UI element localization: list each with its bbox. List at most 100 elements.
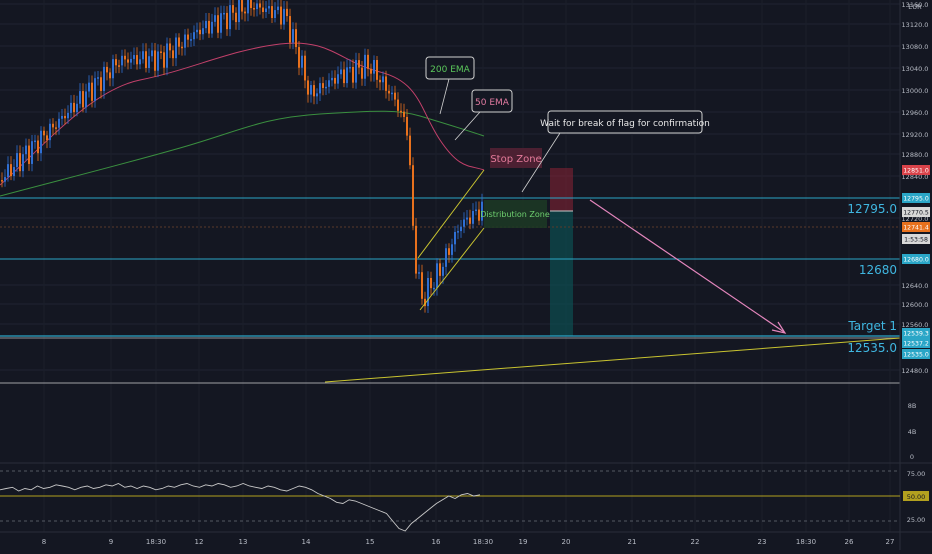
candle-body — [259, 3, 261, 8]
confirmation-callout-text: Wait for break of flag for confirmation — [540, 119, 710, 129]
candle-body — [235, 12, 237, 23]
candle-body — [418, 272, 420, 274]
candle-body — [199, 29, 201, 35]
candle-body — [244, 11, 246, 14]
candle-body — [361, 67, 363, 79]
candle-body — [478, 209, 480, 221]
candle-body — [481, 201, 483, 221]
candle-body — [109, 72, 111, 79]
level-label-12535: 12535.0 — [847, 341, 897, 355]
price-tick-label: 12920.0 — [902, 131, 929, 139]
candle-body — [358, 60, 360, 68]
candle-body — [283, 8, 285, 25]
time-tick-label: 18:30 — [473, 538, 493, 546]
candle-body — [343, 69, 345, 84]
price-tag-box — [902, 222, 930, 232]
price-axis-tags: 12851.0 12795.0 12770.5 12741.4 1:53:58 12680… — [902, 165, 930, 359]
candle-body — [28, 145, 30, 164]
candle-body — [55, 127, 57, 129]
price-tag-label: 12539.3 — [903, 331, 929, 338]
candle-body — [466, 217, 468, 220]
candle-body — [316, 93, 318, 97]
candle-body — [346, 67, 348, 84]
projection-arrowhead — [771, 321, 787, 334]
price-tag-box — [902, 328, 930, 338]
candle-body — [1, 180, 3, 182]
distribution-zone-box — [484, 200, 547, 228]
candle-body — [310, 85, 312, 95]
volume-tick-label: 0 — [910, 453, 914, 461]
candle-body — [406, 116, 408, 136]
stop-zone-label-box — [490, 148, 542, 168]
time-tick-label: 22 — [691, 538, 700, 546]
candle-body — [355, 60, 357, 83]
price-tag-label: 1:53:58 — [904, 237, 928, 244]
candle-body — [274, 10, 276, 18]
candle-body — [46, 135, 48, 141]
candlestick-series — [1, 0, 483, 314]
rsi-axis-ticks: 75.00 25.00 — [907, 470, 926, 524]
currency-label: EUR — [908, 3, 922, 11]
price-tag-label: 12535.0 — [903, 352, 929, 359]
candle-body — [445, 248, 447, 267]
price-tick-label: 13120.0 — [902, 21, 929, 29]
candle-body — [286, 8, 288, 17]
price-tick-label: 13080.0 — [902, 43, 929, 51]
price-tag-label: 12851.0 — [903, 168, 929, 175]
candle-body — [457, 231, 459, 233]
ema200-callout — [425, 56, 475, 80]
candle-body — [52, 123, 54, 128]
price-tag-label: 12537.2 — [903, 341, 929, 348]
distribution-zone-label: Distribution Zone — [480, 210, 550, 219]
candle-body — [370, 68, 372, 74]
candle-body — [16, 153, 18, 168]
ema200-callout-pointer — [439, 78, 450, 115]
candle-body — [181, 46, 183, 49]
candle-body — [49, 123, 51, 141]
price-tick-label: 12840.0 — [902, 173, 929, 181]
candle-body — [268, 6, 270, 9]
candle-body — [295, 29, 297, 48]
candle-body — [187, 34, 189, 40]
candle-body — [112, 59, 114, 79]
ema50-callout-pointer — [454, 111, 481, 141]
candle-body — [76, 103, 78, 113]
candle-body — [130, 58, 132, 63]
candle-body — [91, 82, 93, 101]
rsi-tick-label: 75.00 — [907, 470, 926, 478]
rsi-current-tag — [903, 491, 929, 501]
candle-body — [7, 164, 9, 178]
candle-body — [376, 60, 378, 80]
candle-body — [214, 15, 216, 22]
candle-body — [415, 225, 417, 274]
candle-body — [58, 118, 60, 128]
candle-body — [106, 66, 108, 73]
candle-body — [202, 28, 204, 35]
price-tick-label: 13000.0 — [902, 87, 929, 95]
price-tick-label: 12600.0 — [902, 301, 929, 309]
candle-body — [64, 115, 66, 119]
candle-body — [127, 59, 129, 63]
flag-channel-upper — [417, 169, 485, 259]
candle-body — [436, 263, 438, 288]
level-label-12795: 12795.0 — [847, 202, 897, 216]
price-tag-label: 12795.0 — [903, 196, 929, 203]
price-tick-label: 12880.0 — [902, 151, 929, 159]
candle-body — [409, 135, 411, 166]
candle-body — [43, 130, 45, 136]
candle-body — [253, 8, 255, 10]
time-tick-label: 19 — [519, 538, 528, 546]
candle-body — [121, 55, 123, 66]
price-tick-label: 12640.0 — [902, 282, 929, 290]
time-tick-label: 21 — [628, 538, 637, 546]
price-tag-box — [902, 207, 930, 217]
confirmation-callout — [547, 110, 703, 134]
candle-body — [256, 3, 258, 10]
candle-body — [154, 50, 156, 71]
candle-body — [247, 0, 249, 14]
price-tag-label: 12770.5 — [903, 210, 929, 217]
price-tick-label: 13160.0 — [902, 1, 929, 9]
time-tick-label: 18:30 — [146, 538, 166, 546]
